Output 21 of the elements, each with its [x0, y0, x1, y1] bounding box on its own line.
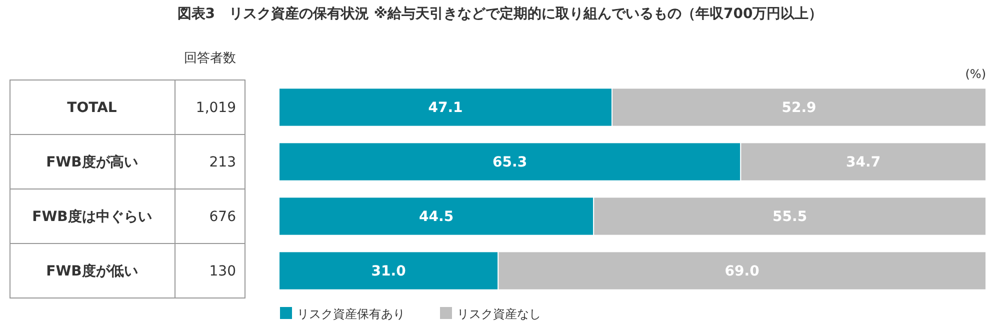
- text: 130: [209, 264, 236, 280]
- x-axis-title: (%): [965, 67, 986, 81]
- data-label: 34.7: [846, 154, 881, 171]
- text: 回答者数: [184, 51, 236, 66]
- y-tick-label: TOTAL: [67, 100, 117, 116]
- y-tick-label: FWB度が高い: [46, 154, 138, 171]
- text: 676: [209, 209, 236, 226]
- data-label: 31.0: [371, 264, 406, 280]
- y-tick-label: FWB度は中ぐらい: [32, 208, 152, 226]
- series-label: リスク資産なし: [457, 307, 541, 321]
- data-label: 44.5: [419, 209, 454, 226]
- data-label: 47.1: [428, 100, 463, 116]
- data-label: 52.9: [782, 100, 816, 116]
- chart-title: 図表3 リスク資産の保有状況 ※給与天引きなどで定期的に取り組んでいるもの（年収700万円以上）: [177, 5, 823, 22]
- legend-label: リスク資産保有あり: [297, 307, 405, 321]
- data-label: 65.3: [492, 154, 528, 171]
- text: 213: [209, 154, 236, 171]
- data-label: 55.5: [772, 209, 808, 226]
- text: 1,019: [196, 100, 236, 116]
- data-label: 69.0: [724, 264, 760, 280]
- y-tick-label: FWB度が低い: [46, 262, 138, 280]
